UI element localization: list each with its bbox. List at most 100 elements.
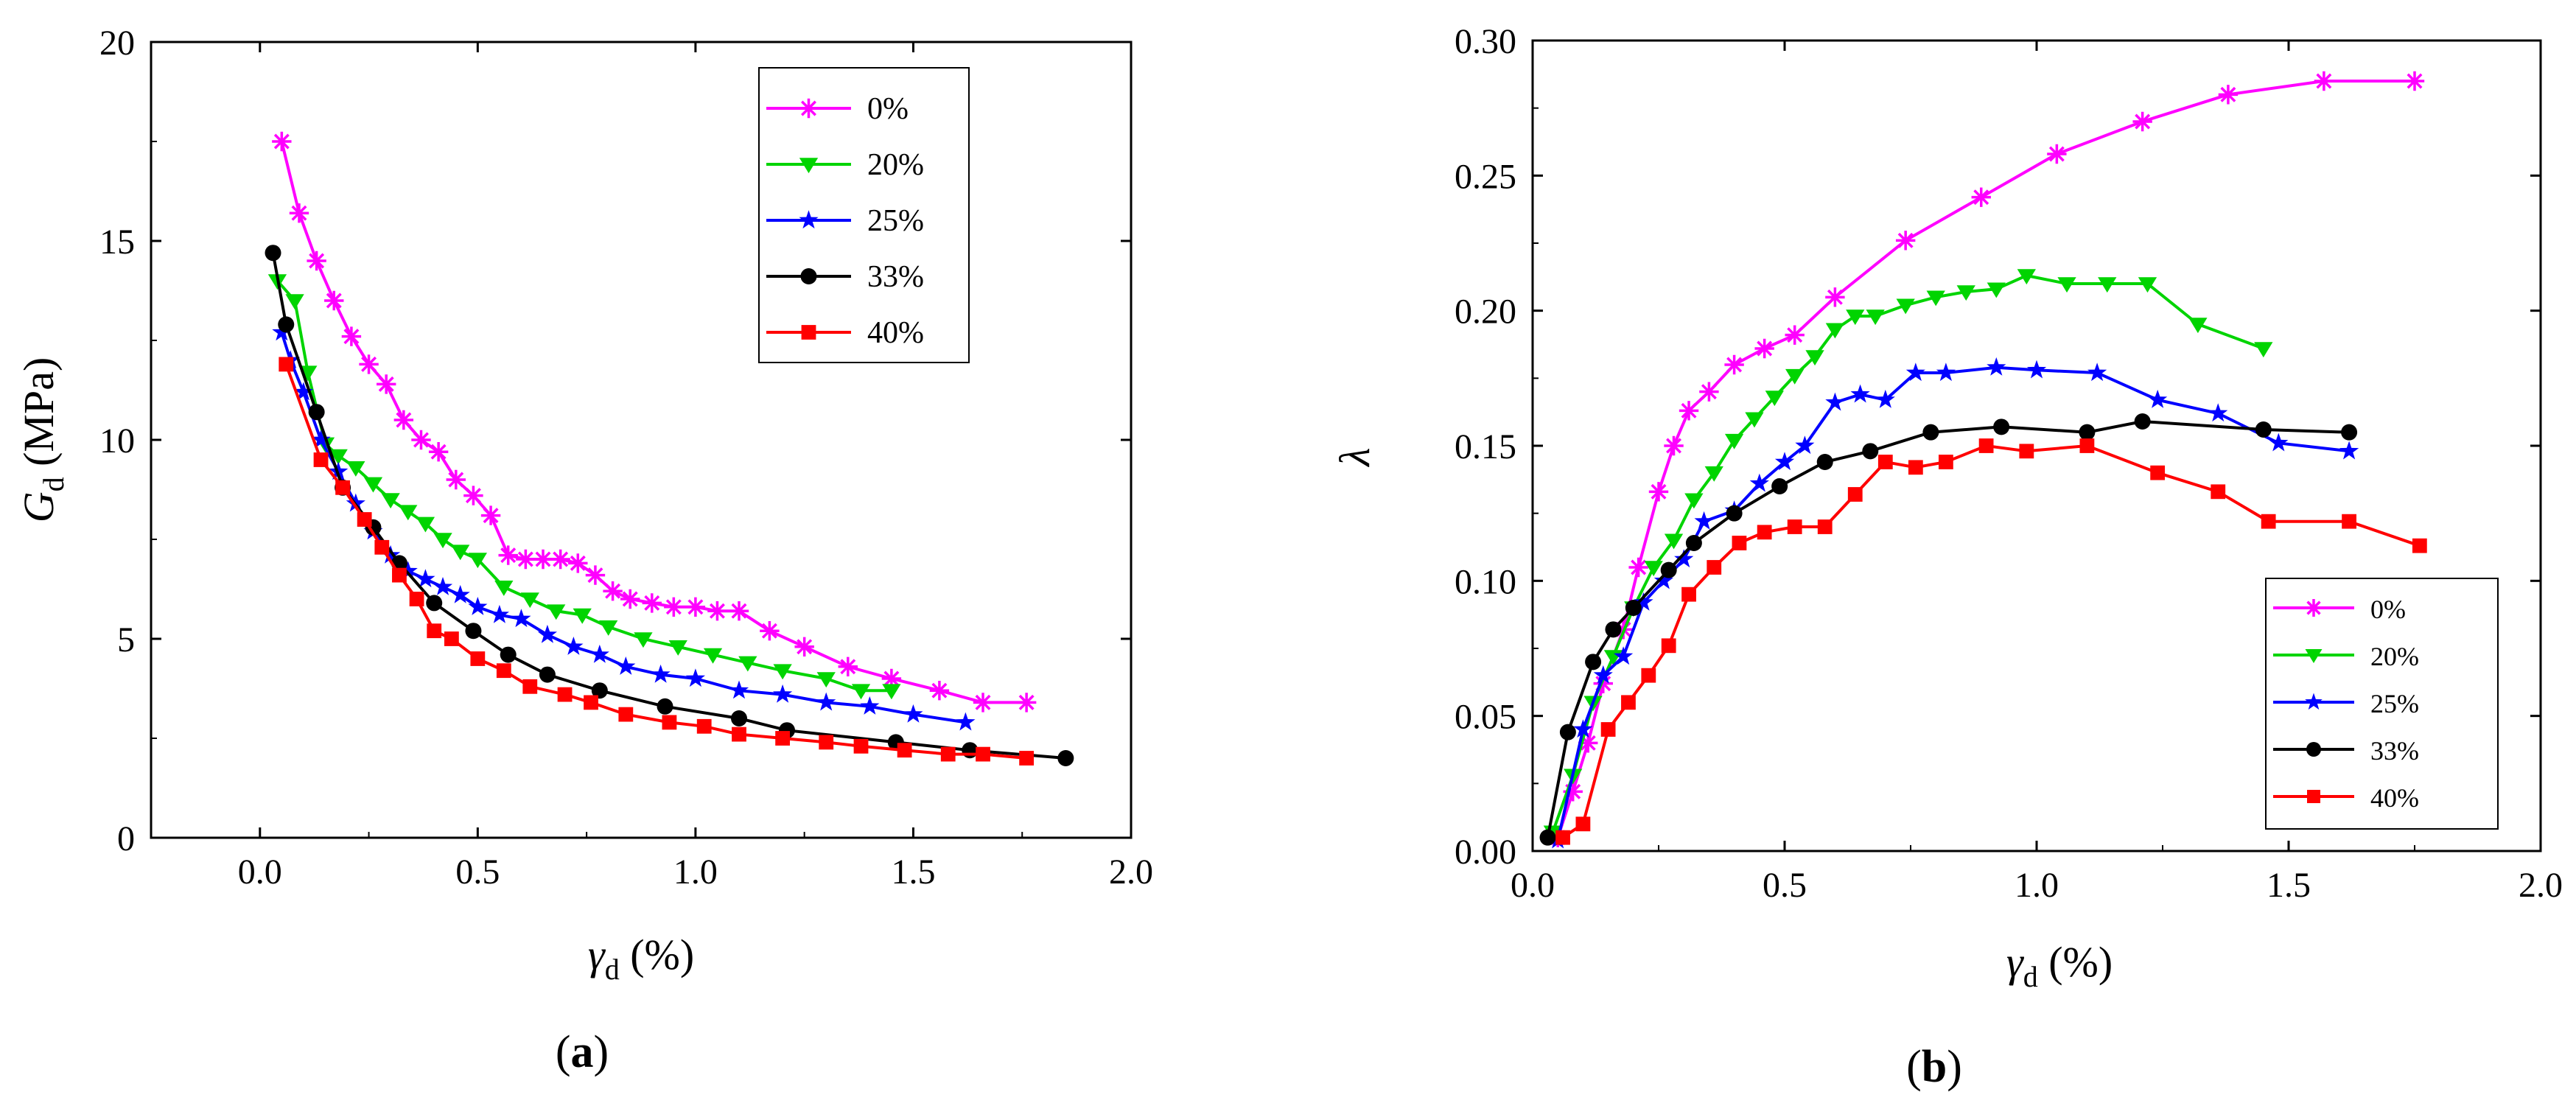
data-point <box>416 517 435 533</box>
x-tick-label: 2.0 <box>2519 866 2563 905</box>
data-point <box>1559 724 1576 740</box>
data-point <box>668 640 687 656</box>
x-tick-label: 1.5 <box>891 852 935 892</box>
x-tick-label: 1.0 <box>2015 866 2059 905</box>
data-point <box>278 316 295 333</box>
data-point <box>1987 357 2006 376</box>
legend-label: 40% <box>2370 783 2419 813</box>
data-point <box>1573 719 1593 738</box>
data-point <box>1816 454 1833 470</box>
data-point <box>1795 435 1815 455</box>
data-point <box>1922 424 1939 441</box>
data-point <box>729 680 749 699</box>
data-point <box>853 738 869 754</box>
chart-a-x-axis-title: γd (%) <box>588 931 694 986</box>
data-point <box>1593 673 1613 693</box>
data-point <box>1938 455 1953 469</box>
data-point <box>465 623 482 640</box>
data-point <box>1846 309 1865 326</box>
x-tick-label: 0.0 <box>238 852 282 892</box>
data-point <box>1850 384 1870 403</box>
data-point <box>662 715 677 730</box>
data-point <box>1664 435 1684 456</box>
data-point <box>468 553 487 569</box>
data-point <box>2017 269 2036 285</box>
data-point <box>1681 586 1696 602</box>
data-point <box>897 743 912 758</box>
data-point <box>2057 277 2076 293</box>
series-a-0pct <box>272 131 1037 712</box>
panel-label-a: (a) <box>556 1027 609 1077</box>
data-point <box>359 354 379 374</box>
data-point <box>851 684 871 700</box>
chart-a-legend: 0% 20% 25% 33% 40% <box>758 67 970 363</box>
data-point <box>1757 525 1772 540</box>
data-point <box>2098 277 2117 293</box>
data-point <box>1679 401 1699 421</box>
data-point <box>819 735 834 750</box>
data-point <box>444 631 459 646</box>
data-point <box>1653 570 1673 589</box>
data-point <box>976 746 990 762</box>
series-a-20pct <box>267 274 901 700</box>
data-point <box>838 656 858 676</box>
data-point <box>411 430 431 450</box>
x-tick-label: 2.0 <box>1109 852 1153 892</box>
data-point <box>537 624 557 643</box>
y-tick-label: 10 <box>99 421 135 461</box>
data-point <box>573 608 592 624</box>
data-point <box>1971 187 1991 207</box>
data-point <box>539 666 556 683</box>
data-point <box>685 597 706 617</box>
data-point <box>589 644 609 663</box>
data-point <box>1749 473 1769 492</box>
data-point <box>416 569 435 588</box>
data-point <box>585 565 606 585</box>
y-tick-label: 0.20 <box>1455 293 1516 332</box>
data-point <box>707 601 727 621</box>
chart-a: 0.0 0.5 1.0 1.5 2.0 0 5 10 15 20 0% 20% 25% 33% 40% G… <box>15 24 1153 1077</box>
data-point <box>313 452 329 467</box>
data-point <box>2341 424 2358 441</box>
data-point <box>480 505 501 525</box>
data-point <box>2342 514 2356 529</box>
data-point <box>265 245 281 262</box>
series-line <box>1551 273 2264 833</box>
legend-marker <box>799 98 819 119</box>
data-point <box>1019 751 1035 766</box>
data-point <box>1694 511 1714 530</box>
data-point <box>392 567 407 583</box>
data-point <box>381 545 401 564</box>
legend-item: 25% <box>766 204 924 238</box>
legend-marker <box>2305 649 2323 663</box>
data-point <box>1774 452 1795 471</box>
legend-marker <box>2306 742 2321 757</box>
data-point <box>903 704 923 723</box>
data-point <box>426 595 443 612</box>
data-point <box>381 493 400 509</box>
data-point <box>398 561 418 580</box>
data-point <box>1578 733 1598 753</box>
data-point <box>816 672 836 688</box>
data-point <box>882 684 901 700</box>
data-point <box>498 545 518 565</box>
data-point <box>446 469 466 490</box>
data-point <box>956 712 976 731</box>
legend-marker <box>800 268 817 284</box>
data-point <box>1825 392 1845 411</box>
data-point <box>2150 465 2166 480</box>
data-point <box>311 430 331 449</box>
data-point <box>1575 816 1591 832</box>
chart-a-series <box>265 131 1074 766</box>
data-point <box>881 668 902 689</box>
data-point <box>1016 693 1037 712</box>
data-point <box>1825 287 1845 307</box>
data-point <box>2148 389 2168 408</box>
data-point <box>547 604 566 620</box>
data-point <box>584 695 598 710</box>
data-point <box>1745 412 1764 428</box>
data-point <box>1660 561 1677 578</box>
data-point <box>1563 782 1583 802</box>
chart-b: 0.0 0.5 1.0 1.5 2.0 0.00 0.05 0.10 0.15 0.20 0.25 0… <box>1331 22 2563 1092</box>
